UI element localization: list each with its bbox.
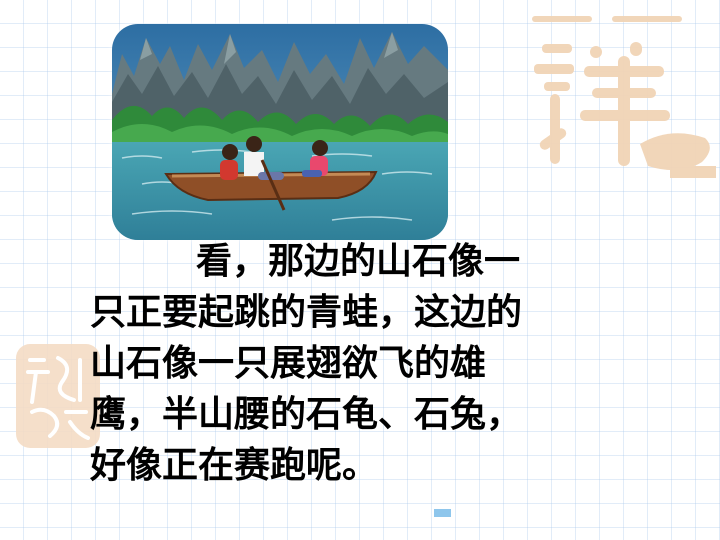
slide-marker [434, 509, 451, 517]
passage-line: 只正要起跳的青蛙，这边的 [90, 292, 523, 333]
passage-line: 鹰，半山腰的石龟、石兔， [90, 394, 523, 435]
passage-line: 好像正在赛跑呢。 [90, 445, 379, 486]
seal-stamp-decoration [14, 342, 102, 450]
passage-line: 看，那边的山石像一 [90, 236, 650, 287]
river-boat-illustration [112, 24, 448, 240]
passage-line-text: 看，那边的山石像一 [196, 241, 521, 282]
reading-passage: 看，那边的山石像一 只正要起跳的青蛙，这边的 山石像一只展翅欲飞的雄 鹰，半山腰… [90, 236, 650, 491]
passage-line: 山石像一只展翅欲飞的雄 [90, 343, 487, 384]
calligraphy-seal-decoration [520, 16, 720, 186]
